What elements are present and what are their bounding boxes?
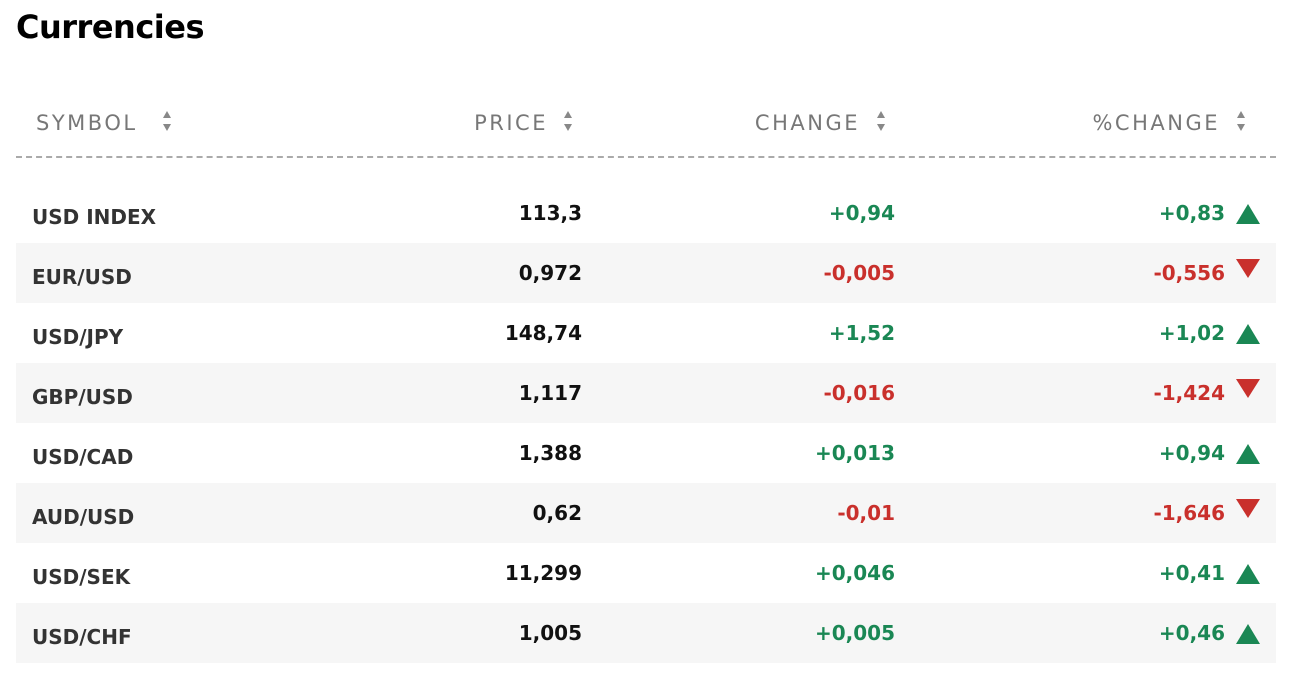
change: +0,005 [814, 621, 895, 645]
change: +0,013 [814, 441, 895, 465]
table-row: GBP/USD 1,117 -0,016 -1,424 [16, 363, 1276, 423]
symbol: USD INDEX [32, 205, 157, 229]
percent-change: -1,424 [1153, 381, 1225, 405]
sort-icon [877, 111, 885, 131]
change: -0,01 [837, 501, 895, 525]
column-header[interactable]: CHANGE [754, 111, 860, 135]
symbol: EUR/USD [32, 265, 132, 289]
sort-icon [564, 111, 572, 131]
symbol: USD/JPY [32, 325, 124, 349]
column-header[interactable]: PRICE [474, 111, 548, 135]
table-row: EUR/USD 0,972 -0,005 -0,556 [16, 243, 1276, 303]
sort-icon [1237, 111, 1245, 131]
sort-icon [163, 111, 171, 131]
column-header[interactable]: SYMBOL [36, 111, 138, 135]
symbol: GBP/USD [32, 385, 133, 409]
symbol: USD/CHF [32, 625, 132, 649]
price: 1,117 [518, 381, 582, 405]
percent-change: +0,41 [1158, 561, 1225, 585]
table-row: USD/CHF 1,005 +0,005 +0,46 [16, 603, 1276, 663]
table-row: USD/CAD 1,388 +0,013 +0,94 [16, 423, 1276, 483]
table-row: USD/JPY 148,74 +1,52 +1,02 [16, 303, 1276, 363]
symbol: AUD/USD [32, 505, 135, 529]
change: -0,016 [823, 381, 895, 405]
header-rule [16, 156, 1276, 158]
up-arrow [1236, 564, 1260, 584]
price: 148,74 [504, 321, 582, 345]
table-row: USD INDEX 113,3 +0,94 +0,83 [16, 183, 1276, 243]
price: 0,972 [518, 261, 582, 285]
percent-change: -0,556 [1153, 261, 1225, 285]
price: 1,005 [518, 621, 582, 645]
price: 113,3 [518, 201, 582, 225]
table-row: AUD/USD 0,62 -0,01 -1,646 [16, 483, 1276, 543]
up-arrow [1236, 324, 1260, 344]
title: Currencies [16, 8, 205, 46]
symbol: USD/SEK [32, 565, 131, 589]
up-arrow [1236, 204, 1260, 224]
price: 1,388 [518, 441, 582, 465]
percent-change: +1,02 [1158, 321, 1225, 345]
change: +1,52 [828, 321, 895, 345]
down-arrow [1236, 379, 1260, 398]
percent-change: -1,646 [1153, 501, 1225, 525]
column-header[interactable]: %CHANGE [1092, 111, 1220, 135]
change: -0,005 [823, 261, 895, 285]
percent-change: +0,83 [1158, 201, 1225, 225]
up-arrow [1236, 624, 1260, 644]
price: 0,62 [532, 501, 582, 525]
symbol: USD/CAD [32, 445, 134, 469]
change: +0,046 [814, 561, 895, 585]
table-row: USD/SEK 11,299 +0,046 +0,41 [16, 543, 1276, 603]
down-arrow [1236, 499, 1260, 518]
up-arrow [1236, 444, 1260, 464]
change: +0,94 [828, 201, 895, 225]
percent-change: +0,46 [1158, 621, 1225, 645]
down-arrow [1236, 259, 1260, 278]
price: 11,299 [504, 561, 582, 585]
percent-change: +0,94 [1158, 441, 1225, 465]
